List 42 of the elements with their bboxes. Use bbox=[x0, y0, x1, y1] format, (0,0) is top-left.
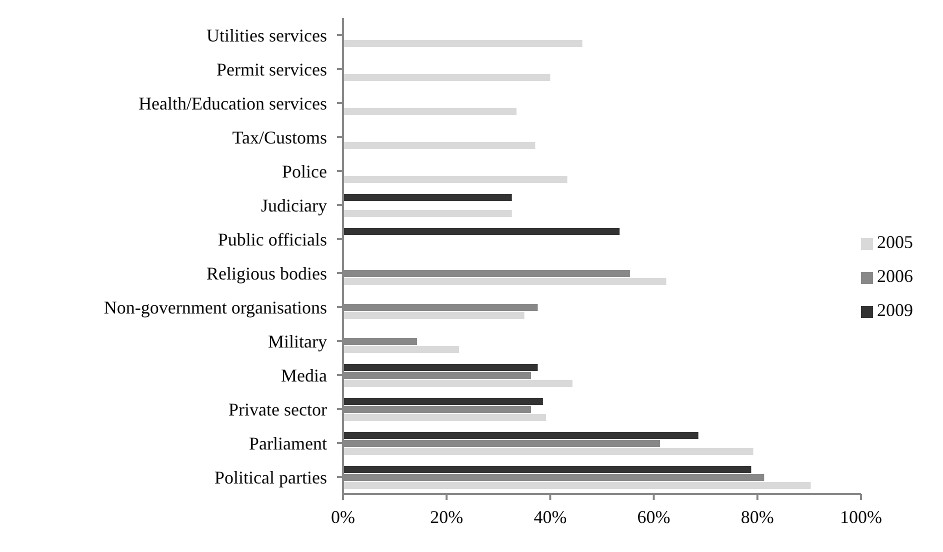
bar bbox=[343, 380, 572, 387]
x-tick-label: 0% bbox=[331, 506, 355, 527]
y-tick-label: Political parties bbox=[214, 467, 327, 488]
x-tick-label: 80% bbox=[740, 506, 774, 527]
y-tick-label: Religious bodies bbox=[206, 263, 327, 284]
bar bbox=[343, 74, 550, 81]
x-tick-label: 100% bbox=[840, 506, 882, 527]
bar bbox=[343, 228, 620, 235]
legend-label: 2005 bbox=[877, 232, 913, 252]
x-tick-label: 40% bbox=[534, 506, 567, 527]
bar bbox=[343, 414, 546, 421]
x-tick-label: 60% bbox=[637, 506, 670, 527]
x-tick-label: 20% bbox=[430, 506, 464, 527]
y-tick-label: Media bbox=[281, 365, 328, 386]
bar bbox=[343, 482, 811, 489]
y-tick-label: Health/Education services bbox=[138, 93, 327, 114]
y-tick-label: Utilities services bbox=[206, 25, 327, 46]
bar bbox=[343, 312, 524, 319]
bar bbox=[343, 40, 582, 47]
bar bbox=[343, 432, 698, 439]
bar bbox=[343, 466, 752, 473]
bar bbox=[343, 448, 754, 455]
bar bbox=[343, 398, 543, 405]
y-tick-label: Military bbox=[268, 331, 327, 352]
y-tick-label: Public officials bbox=[218, 229, 327, 250]
y-tick-label: Non-government organisations bbox=[104, 297, 327, 318]
y-tick-label: Permit services bbox=[216, 59, 327, 80]
y-tick-label: Tax/Customs bbox=[232, 127, 327, 148]
y-tick-label: Judiciary bbox=[261, 195, 327, 216]
legend-label: 2009 bbox=[877, 300, 913, 320]
y-tick-label: Police bbox=[282, 161, 327, 182]
bar bbox=[343, 142, 536, 149]
y-tick-label: Private sector bbox=[228, 399, 327, 420]
bar bbox=[343, 364, 538, 371]
bar bbox=[343, 108, 517, 115]
bar bbox=[343, 194, 512, 201]
bar bbox=[343, 346, 460, 353]
bar bbox=[343, 210, 512, 217]
y-tick-label: Parliament bbox=[249, 433, 327, 454]
bar bbox=[343, 278, 666, 285]
legend-label: 2006 bbox=[877, 266, 913, 286]
bar bbox=[343, 176, 568, 183]
